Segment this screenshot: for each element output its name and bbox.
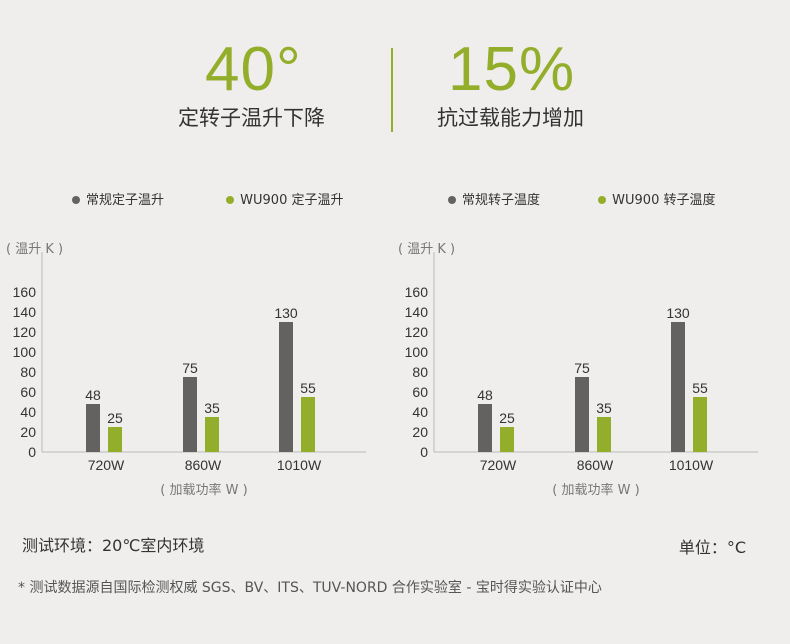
chart-stator-temperature: ( 温升 K ) 0 20 40 60 80 100 120 140 160 48 25 720W 75 3… [6,242,366,498]
legend-dot-grey [72,195,80,204]
y-tick-label: 80 [20,364,36,380]
stat-left-caption: 定转子温升下降 [178,106,325,130]
legend-chart-1: 常规定子温升 WU900 定子温升 [72,192,343,210]
bar-wu900 [500,427,514,452]
legend-label: WU900 定子温升 [240,193,344,208]
y-axis-label: ( 温升 K ) [398,242,455,257]
legend-label: 常规定子温升 [86,193,165,208]
bar-value-label: 75 [574,360,590,376]
y-tick-label: 0 [28,444,36,460]
x-tick-label: 720W [480,457,517,473]
legend-chart-2: 常规转子温度 WU900 转子温度 [448,192,715,210]
legend-item-series-2: WU900 定子温升 [226,192,343,210]
bar-value-label: 35 [204,400,220,416]
bar-conventional [183,377,197,452]
legend-dot-grey [448,195,456,204]
x-tick-label: 1010W [669,457,714,473]
legend-label: 常规转子温度 [462,193,541,208]
x-tick-label: 860W [577,457,614,473]
x-axis-label: ( 加载功率 W ) [552,482,639,498]
bar-value-label: 25 [499,410,515,426]
legend-dot-green [598,195,607,204]
y-tick-label: 140 [13,304,37,320]
bar-value-label: 25 [107,410,123,426]
bar-value-label: 55 [300,380,316,396]
y-tick-label: 120 [405,324,429,340]
bar-wu900 [108,427,122,452]
x-tick-label: 720W [88,457,125,473]
bar-value-label: 35 [596,400,612,416]
test-condition: 测试环境：20℃室内环境 [22,536,205,555]
y-tick-label: 80 [412,364,428,380]
bar-wu900 [301,397,315,452]
stat-right-value: 15% [448,35,576,104]
y-tick-label: 60 [412,384,428,400]
bar-value-label: 55 [692,380,708,396]
bar-conventional [478,404,492,452]
unit-label: 单位：°C [678,538,746,557]
y-tick-label: 40 [412,404,428,420]
y-tick-label: 40 [20,404,36,420]
bar-value-label: 75 [182,360,198,376]
legend-label: WU900 转子温度 [612,193,716,208]
y-tick-label: 120 [13,324,37,340]
y-tick-label: 100 [405,344,429,360]
y-tick-label: 60 [20,384,36,400]
bar-value-label: 130 [666,305,690,321]
y-tick-label: 160 [405,284,429,300]
divider [391,48,393,132]
y-tick-label: 100 [13,344,37,360]
legend-dot-green [226,195,235,204]
stat-right-caption: 抗过载能力增加 [437,106,584,130]
x-tick-label: 860W [185,457,222,473]
legend-item-series-1: 常规转子温度 [448,192,540,210]
x-axis-label: ( 加载功率 W ) [160,482,247,498]
bar-value-label: 48 [85,387,101,403]
y-tick-label: 20 [20,424,36,440]
chart-rotor-temperature: ( 温升 K ) 0 20 40 60 80 100 120 140 160 48 25 720W 75 3… [398,242,758,498]
legend-item-series-1: 常规定子温升 [72,192,164,210]
legend-item-series-2: WU900 转子温度 [598,192,715,210]
bar-conventional [575,377,589,452]
stat-left-value: 40° [205,35,302,104]
bar-conventional [86,404,100,452]
y-axis-label: ( 温升 K ) [6,242,63,257]
bar-value-label: 48 [477,387,493,403]
y-tick-label: 20 [412,424,428,440]
x-tick-label: 1010W [277,457,322,473]
y-tick-label: 0 [420,444,428,460]
y-tick-label: 140 [405,304,429,320]
bar-wu900 [597,417,611,452]
bar-value-label: 130 [274,305,298,321]
bar-wu900 [693,397,707,452]
bar-conventional [671,322,685,452]
bar-wu900 [205,417,219,452]
y-tick-label: 160 [13,284,37,300]
footnote: * 测试数据源自国际检测权威 SGS、BV、ITS、TUV-NORD 合作实验室… [18,580,602,596]
bar-conventional [279,322,293,452]
